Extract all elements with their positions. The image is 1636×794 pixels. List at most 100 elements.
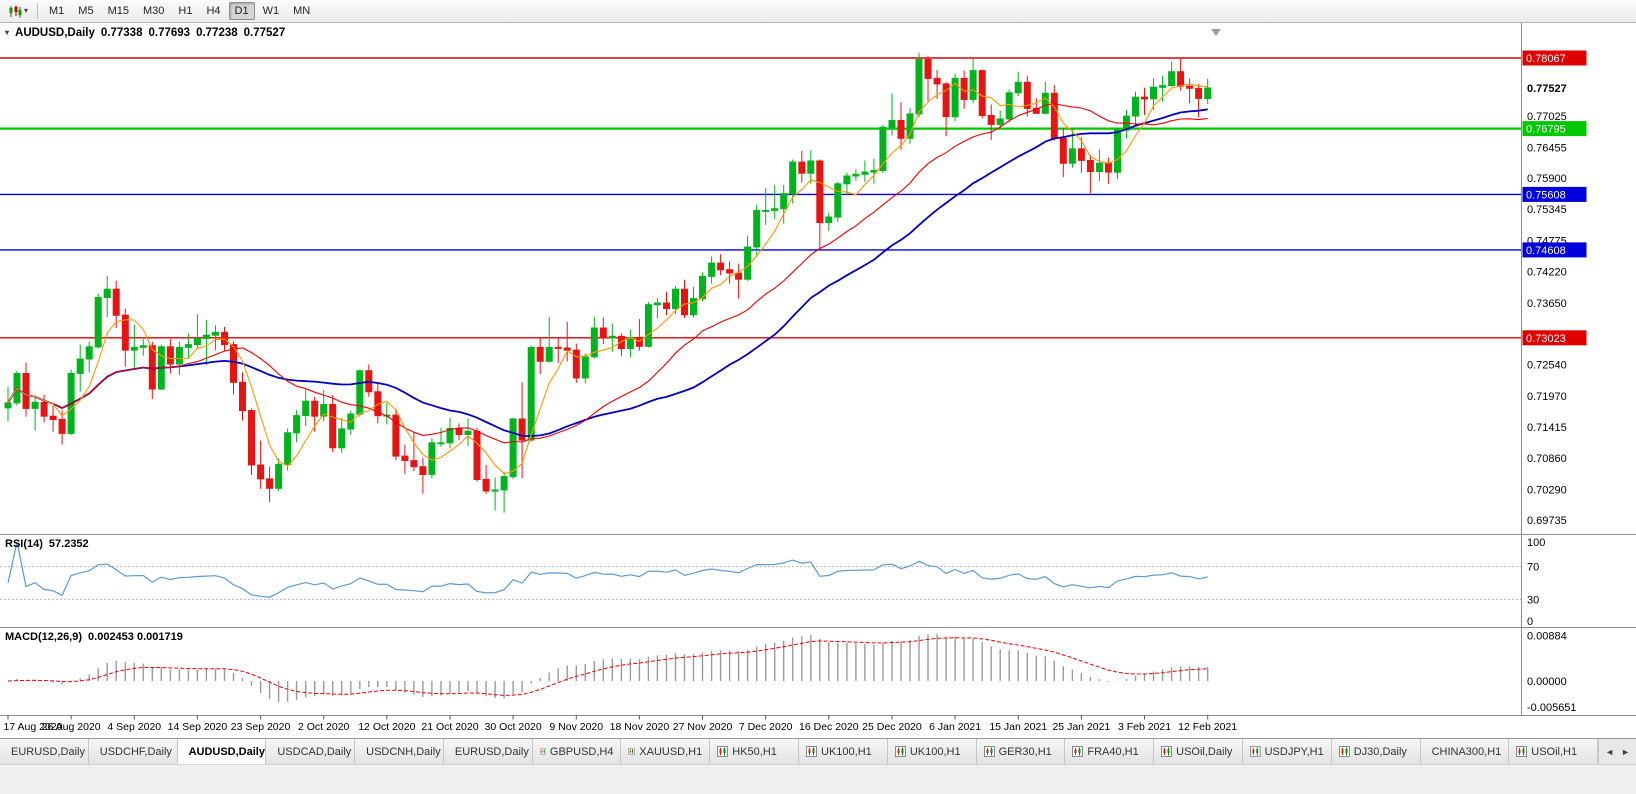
candle-body [284, 432, 292, 465]
candle-body [482, 478, 490, 492]
candle-body [987, 115, 995, 125]
candle-body [338, 428, 346, 449]
timeframe-button-w1[interactable]: W1 [257, 2, 286, 20]
tab-label: EURUSD,Daily [454, 745, 529, 758]
rsi-scale-label: 70 [1527, 562, 1539, 574]
candle-body [915, 59, 923, 115]
tab-usoil-daily[interactable]: USOil,Daily [1154, 739, 1243, 764]
candle-body [861, 171, 869, 175]
timeframe-button-m15[interactable]: M15 [102, 2, 135, 20]
tab-dj30-daily[interactable]: DJ30,Daily [1331, 739, 1421, 764]
date-label: 25 Dec 2020 [862, 721, 922, 733]
timeframe-button-h4[interactable]: H4 [200, 2, 226, 20]
tab-chart-icon [717, 746, 729, 757]
price-scale-tick: 0.70290 [1527, 484, 1567, 496]
tab-usdjpy-h1[interactable]: USDJPY,H1 [1242, 739, 1332, 764]
candle-body [130, 346, 138, 351]
tab-usdchf-daily[interactable]: USDCHF,Daily [88, 739, 178, 764]
tab-scroll-right-icon[interactable]: ► [1621, 746, 1630, 757]
candle-body [816, 160, 824, 224]
candle-body [879, 126, 887, 171]
rsi-scale-label: 0 [1527, 616, 1533, 628]
candle-body [121, 314, 129, 351]
candle-body [726, 269, 734, 274]
candle-body [139, 345, 147, 348]
tab-chart-icon [628, 748, 636, 755]
timeframe-button-d1[interactable]: D1 [228, 2, 255, 20]
candle-body [1005, 92, 1013, 120]
tab-fra40-h1[interactable]: FRA40,H1 [1065, 739, 1155, 764]
candle-body [464, 430, 472, 436]
tab-label: USOil,H1 [1531, 745, 1578, 758]
candle-body [572, 349, 580, 379]
candle-body [699, 275, 706, 300]
tab-chart-icon [1338, 746, 1350, 757]
candle-body [951, 77, 959, 118]
timeframe-button-m30[interactable]: M30 [137, 2, 170, 20]
candle-body [780, 193, 788, 210]
price-scale-tick: 0.75900 [1527, 173, 1567, 185]
tab-label: USDCNH,Daily [366, 745, 441, 758]
tab-usdcnh-daily[interactable]: USDCNH,Daily [355, 739, 444, 764]
chart-area[interactable]: 0.77025 0.76455 0.75900 0.75345 0.74775 0.742… [0, 23, 1636, 738]
moving-average-line-34 [7, 108, 1208, 437]
candle-body [834, 183, 842, 218]
tab-china300-h1[interactable]: CHINA300,H1 [1420, 739, 1510, 764]
timeframe-button-h1[interactable]: H1 [172, 2, 198, 20]
tab-usdcad-daily[interactable]: USDCAD,Daily [266, 739, 356, 764]
date-label: 4 Sep 2020 [107, 721, 161, 733]
date-label: 9 Nov 2020 [549, 721, 603, 733]
chart-type-button[interactable]: ▾ [3, 0, 33, 22]
date-label: 7 Dec 2020 [739, 721, 793, 733]
tab-uk100-h1[interactable]: UK100,H1 [887, 739, 977, 764]
chart-title: ▾ AUDUSD,Daily 0.77338 0.77693 0.77238 0… [5, 27, 285, 39]
candle-body [356, 370, 364, 415]
rsi-indicator-label: RSI(14) 57.2352 [5, 538, 89, 550]
candle-body [825, 216, 833, 223]
tab-scroll-left-icon[interactable]: ◄ [1605, 746, 1615, 757]
tab-eurusd-daily[interactable]: EURUSD,Daily [443, 739, 533, 764]
tab-eurusd-daily[interactable]: EURUSD,Daily [0, 739, 89, 764]
candle-body [608, 335, 616, 339]
macd-signal-line [7, 637, 1208, 696]
candle-body [789, 161, 797, 195]
date-label: 6 Jan 2021 [929, 721, 981, 733]
tab-chart-icon [1161, 746, 1173, 757]
tab-label: USOil,Daily [1176, 745, 1233, 758]
date-label: 21 Oct 2020 [421, 721, 478, 733]
price-scale-tick: 0.77025 [1527, 111, 1567, 123]
candle-body [644, 304, 652, 347]
candle-body [690, 298, 697, 316]
candle-body [536, 346, 544, 362]
toolbar-separator [37, 3, 39, 19]
timeframe-button-mn[interactable]: MN [287, 2, 316, 20]
candle-body [735, 272, 743, 280]
candle-body [708, 262, 716, 277]
date-label: 30 Oct 2020 [485, 721, 542, 733]
candle-body [455, 427, 463, 435]
candle-body [392, 414, 400, 457]
timeframe-button-m5[interactable]: M5 [72, 2, 99, 20]
candle-body [437, 442, 445, 445]
price-level-badge [1522, 50, 1587, 66]
tab-usoil-h1[interactable]: USOil,H1 [1509, 739, 1599, 764]
tab-xauusd-h1[interactable]: XAUUSD,H1 [621, 739, 711, 764]
tab-uk100-h1[interactable]: UK100,H1 [799, 739, 888, 764]
tab-hk50-h1[interactable]: HK50,H1 [710, 739, 800, 764]
candle-body [753, 209, 761, 248]
price-level-badge-text: 0.74608 [1526, 245, 1566, 257]
chart-shift-marker[interactable] [1211, 29, 1221, 36]
candle-body [401, 455, 409, 462]
tab-label: AUDUSD,Daily [188, 745, 265, 758]
tab-ger30-h1[interactable]: GER30,H1 [976, 739, 1066, 764]
candle-body [1195, 87, 1203, 99]
tab-chart-icon [539, 748, 546, 755]
macd-scale-label: 0.00000 [1527, 676, 1567, 688]
tab-audusd-daily[interactable]: AUDUSD,Daily [177, 739, 267, 764]
timeframe-button-m1[interactable]: M1 [43, 2, 70, 20]
tab-gbpusd-h4[interactable]: GBPUSD,H4 [532, 739, 622, 764]
price-level-badge [1522, 121, 1587, 137]
candle-body [717, 262, 725, 271]
tab-label: UK100,H1 [821, 745, 872, 758]
price-chart-canvas[interactable]: 0.770250.764550.759000.753450.747750.742… [0, 23, 1636, 738]
